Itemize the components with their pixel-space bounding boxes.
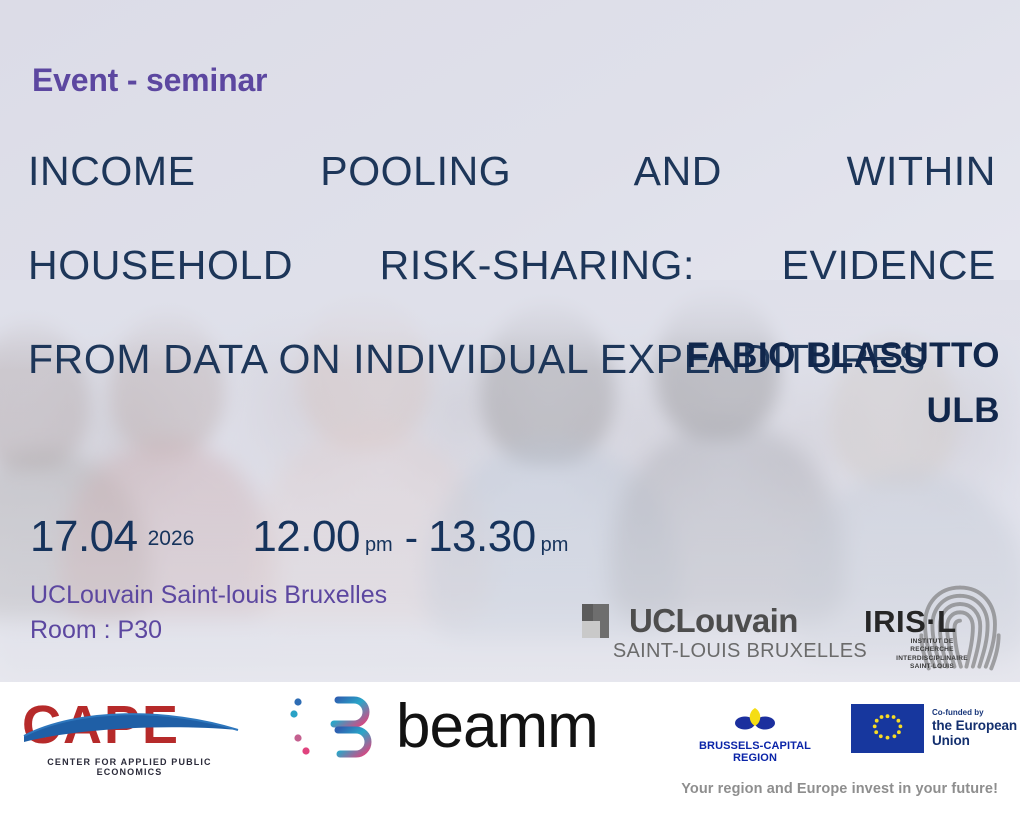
speaker-name: FABIO BLASUTTO [686,336,1000,375]
irisl-sub-line-2: RECHERCHE [910,646,954,654]
irisl-sub-line-3: INTERDISCIPLINAIRE [896,654,968,662]
event-date: 17.04 [30,512,138,561]
event-time-end: 13.30 [428,512,536,561]
funding-tagline: Your region and Europe invest in your fu… [681,781,998,797]
brussels-capital-region-logo: BRUSSELS-CAPITAL REGION [682,706,828,764]
time-range-dash: - [404,516,419,560]
uclouvain-logo-row: UCLouvain [582,604,867,638]
event-year: 2026 [147,526,195,550]
speaker-affiliation: ULB [926,391,1000,430]
cape-logo: CAPE CENTER FOR APPLIED PUBLIC ECONOMICS [22,696,239,777]
cape-mark: CAPE [22,696,239,754]
sponsor-footer: CAPE CENTER FOR APPLIED PUBLIC ECONOMICS [0,682,1020,816]
event-time-start-meridiem: pm [364,534,393,556]
page-title: INCOME POOLING AND WITHIN HOUSEHOLD RISK… [28,148,996,430]
eu-cofunded-label: Co-funded by [932,707,984,717]
uclouvain-logo: UCLouvain SAINT-LOUIS BRUXELLES [582,604,867,663]
venue-institution: UCLouvain Saint-louis Bruxelles [30,581,388,609]
cape-swoosh-icon [23,713,239,742]
cape-subtitle: CENTER FOR APPLIED PUBLIC ECONOMICS [47,757,212,777]
eu-flag-icon [851,704,924,753]
brussels-capital-region-wordmark: BRUSSELS-CAPITAL REGION [698,740,811,764]
event-time-end-meridiem: pm [540,534,569,556]
title-line-2: HOUSEHOLD RISK-SHARING: EVIDENCE [28,242,996,288]
irisl-subtitle: INSTITUT DE RECHERCHE INTERDISCIPLINAIRE… [884,638,980,672]
european-union-logo: Co-funded by the European Union [851,704,1020,753]
uclouvain-subtitle: SAINT-LOUIS BRUXELLES [612,640,867,662]
irisl-sub-line-1: INSTITUT DE [910,638,954,645]
uclouvain-wordmark: UCLouvain [629,602,798,639]
event-type-label: Event - seminar [32,62,268,98]
uclouvain-square-mark-icon [582,604,620,638]
irisl-logo: IRIS·L INSTITUT DE RECHERCHE INTERDISCIP… [858,582,1008,674]
beamm-b-mark-icon [290,696,372,758]
venue-room: Room : P30 [30,616,163,644]
title-line-3: FROM DATA ON INDIVIDUAL EXPENDITURES [28,336,926,382]
title-line-1: INCOME POOLING AND WITHIN [28,148,996,194]
brussels-iris-icon [735,708,775,730]
fingerprint-icon [919,585,1001,671]
beamm-wordmark: beamm [396,692,599,761]
eu-funding-text: Co-funded by the European Union [932,707,1020,748]
event-venue: UCLouvain Saint-louis Bruxelles Room : P… [30,578,387,648]
beamm-logo: beamm [288,692,599,761]
event-time-start: 12.00 [252,512,360,561]
photo-top-fade [0,280,1020,370]
eu-union-label: the European Union [932,717,1018,748]
event-datetime: 17.04 2026 12.00 pm -13.30 pm [30,512,568,562]
irisl-wordmark: IRIS·L [864,604,957,639]
irisl-sub-line-4: SAINT-LOUIS [910,663,954,671]
